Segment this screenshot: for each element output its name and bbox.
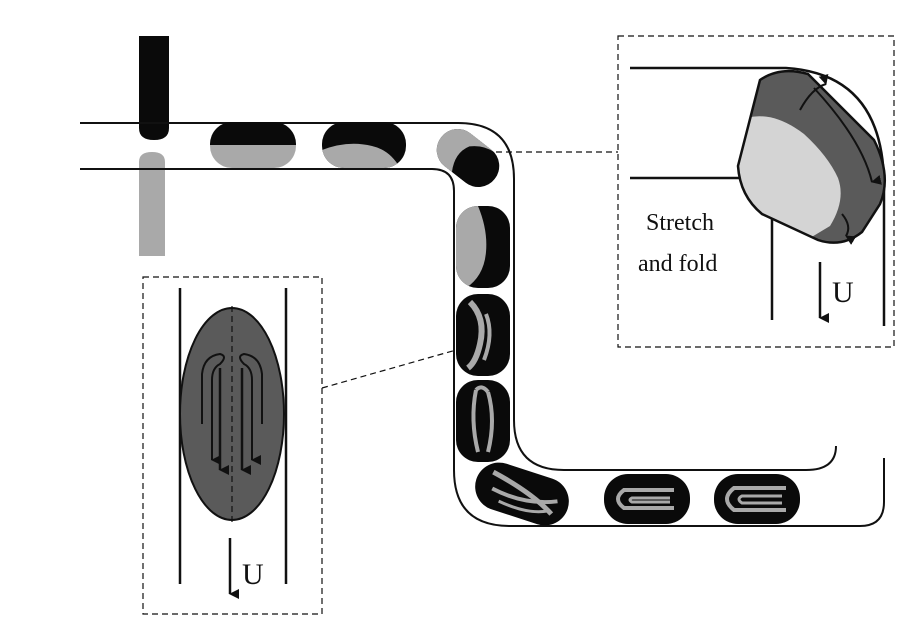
dark-inlet-tip <box>139 120 169 140</box>
droplet-7-corner <box>475 462 569 526</box>
leader-line-to-recirculation-inset <box>321 349 457 389</box>
main-channel <box>80 122 885 527</box>
stretch-label-line1: Stretch <box>646 210 714 236</box>
recirculation-inset: U <box>142 276 323 615</box>
circulation-arrow-1 <box>799 73 829 111</box>
stretch-label-line2: and fold <box>638 251 717 277</box>
droplet-4 <box>456 206 510 288</box>
circulation-arrow-2 <box>813 87 882 185</box>
t-junction <box>139 36 169 256</box>
stretch-fold-inset: Stretch and fold U <box>617 35 895 348</box>
circulation-arrow-3 <box>841 213 857 245</box>
droplet-1 <box>210 122 296 168</box>
velocity-label-inset2: U <box>242 558 264 591</box>
vortex-right <box>239 352 263 465</box>
channel-wall-outer <box>80 122 837 471</box>
droplet-8 <box>604 474 690 524</box>
dark-inlet-channel <box>139 36 169 124</box>
droplet-2 <box>322 122 406 168</box>
inset-frame <box>617 35 895 348</box>
droplet-9 <box>714 474 800 524</box>
droplet-6 <box>456 380 510 462</box>
light-inlet-tip <box>139 152 165 174</box>
droplet-5 <box>456 294 510 376</box>
inset-droplet <box>736 69 886 245</box>
vortex-left <box>201 352 225 465</box>
channel-wall-inner <box>80 168 885 527</box>
inset-frame-2 <box>142 276 323 615</box>
velocity-label-inset: U <box>832 276 854 309</box>
droplet-3-corner <box>428 120 508 196</box>
light-inlet-channel <box>139 170 165 256</box>
